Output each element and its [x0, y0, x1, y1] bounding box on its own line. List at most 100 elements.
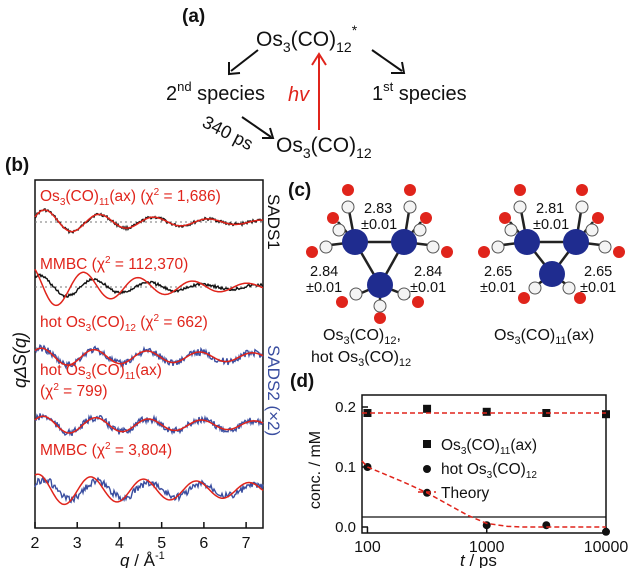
time-label: 340 ps [199, 112, 256, 154]
x-tick-label: 10000 [584, 539, 629, 556]
osmium-atom [563, 229, 589, 255]
left-distance-labels: 2.83 ±0.01 2.84 ±0.01 2.84 ±0.01 [306, 201, 446, 296]
carbon-atom [513, 200, 527, 214]
carbon-atom [397, 287, 411, 301]
distance-error: ±0.01 [306, 280, 342, 296]
oxygen-atom [420, 212, 432, 224]
carbon-atom [585, 223, 599, 237]
x-tick-label: 5 [157, 535, 166, 552]
x-tick-label: 4 [115, 535, 124, 552]
oxygen-atom [412, 296, 424, 308]
legend-label-2: hot Os3(CO)12 [441, 461, 537, 481]
oxygen-atom [514, 184, 526, 196]
oxygen-atom [576, 184, 588, 196]
arrow-head-bottom [262, 127, 275, 139]
osmium-atom [367, 272, 393, 298]
carbon-atom [332, 223, 346, 237]
sads1-data-1 [34, 208, 264, 235]
carbon-atom [528, 281, 542, 295]
y-tick-label: 0.1 [335, 459, 356, 476]
sads1-label: SADS1 [264, 194, 283, 250]
x-ticks-b: 2 3 4 5 6 7 [31, 522, 251, 552]
oxygen-atom [441, 246, 453, 258]
x-tick-label: 2 [31, 535, 40, 552]
theory-line [361, 460, 606, 528]
fit-curve-5 [34, 473, 264, 506]
carbon-atom [319, 240, 333, 254]
panel-b: (b) Os3(CO)11(ax) (χ2 = 1,686) MMBC (χ2 … [5, 155, 283, 568]
x-tick-label: 3 [73, 535, 82, 552]
osmium-atom [539, 261, 565, 287]
carbon-atom [562, 281, 576, 295]
distance-error: ±0.01 [580, 280, 616, 296]
carbon-atom [426, 240, 440, 254]
distance-value: 2.84 [310, 264, 338, 280]
panel-a-label: (a) [182, 6, 205, 27]
fit-curve-2 [34, 268, 264, 307]
left-caption-1: Os3(CO)12, [323, 327, 401, 347]
carbon-atom [373, 299, 387, 313]
reaction-arrows [228, 49, 406, 139]
arrow-to-bottom [241, 116, 272, 138]
osmium-atom [514, 229, 540, 255]
fit-label-5: (χ2 = 799) [40, 382, 108, 400]
arrow-to-second [230, 49, 259, 72]
osmium-atom [342, 229, 368, 255]
distance-error: ±0.01 [410, 280, 446, 296]
sads1-data-2 [34, 273, 264, 299]
legend-circle-marker [423, 465, 431, 473]
arrow-to-first [371, 49, 403, 72]
top-species: Os3(CO)12* [256, 22, 358, 55]
carbon-atom [413, 223, 427, 237]
fit-labels: Os3(CO)11(ax) (χ2 = 1,686) MMBC (χ2 = 11… [40, 187, 221, 459]
legend-label-1: Os3(CO)11(ax) [441, 437, 537, 457]
plot-frame-d [361, 394, 607, 534]
panel-a: (a) Os3(CO)12* 2nd species 1st species h… [166, 6, 467, 161]
legend-label-3: Theory [441, 485, 489, 502]
arrow-head-first [391, 61, 406, 74]
y-axis-label-b: qΔS(q) [10, 332, 30, 388]
data-point-circle [602, 527, 610, 536]
carbon-atom [349, 287, 363, 301]
oxygen-atom [574, 292, 586, 304]
oxygen-atom [342, 184, 354, 196]
fit-curve-1 [34, 209, 263, 233]
molecule-left: 2.83 ±0.01 2.84 ±0.01 2.84 ±0.01 Os3(CO)… [306, 184, 453, 369]
x-tick-label: 100 [354, 539, 381, 556]
carbon-atom [341, 200, 355, 214]
carbon-atom [598, 240, 612, 254]
fit-label-1: Os3(CO)11(ax) (χ2 = 1,686) [40, 187, 221, 208]
carbon-atom [403, 200, 417, 214]
legend-square-marker [423, 440, 431, 448]
carbon-atom [504, 223, 518, 237]
distance-value: 2.81 [536, 201, 564, 217]
panel-d-label: (d) [290, 371, 314, 392]
left-caption-2: hot Os3(CO)12 [311, 349, 411, 369]
fit-label-6: MMBC (χ2 = 3,804) [40, 441, 172, 459]
distance-value: 2.65 [584, 264, 612, 280]
data-point-circle [542, 521, 551, 530]
hv-label: hv [288, 84, 310, 106]
panel-c: (c) [288, 180, 625, 369]
arrow-head-second [228, 62, 241, 76]
fit-label-3: hot Os3(CO)12 (χ2 = 662) [40, 313, 208, 334]
data-point-square [482, 407, 491, 416]
right-caption: Os3(CO)11(ax) [494, 327, 594, 347]
oxygen-atom [336, 296, 348, 308]
data-point-square [602, 410, 610, 419]
oxygen-atom [518, 292, 530, 304]
oxygen-atom [404, 184, 416, 196]
oxygen-atom [592, 212, 604, 224]
sads2-label: SADS2 (×2) [264, 345, 283, 436]
oxygen-atom [327, 212, 339, 224]
y-axis-label-d: conc. / mM [307, 431, 324, 509]
osmium-atom [391, 229, 417, 255]
marks-d [361, 404, 610, 536]
carbon-atom [575, 200, 589, 214]
x-axis-label-d: t / ps [460, 551, 497, 568]
distance-error: ±0.01 [533, 217, 569, 233]
left-atoms [306, 184, 453, 324]
y-tick-label: 0.0 [335, 519, 356, 536]
fit-label-2: MMBC (χ2 = 112,370) [40, 255, 188, 273]
